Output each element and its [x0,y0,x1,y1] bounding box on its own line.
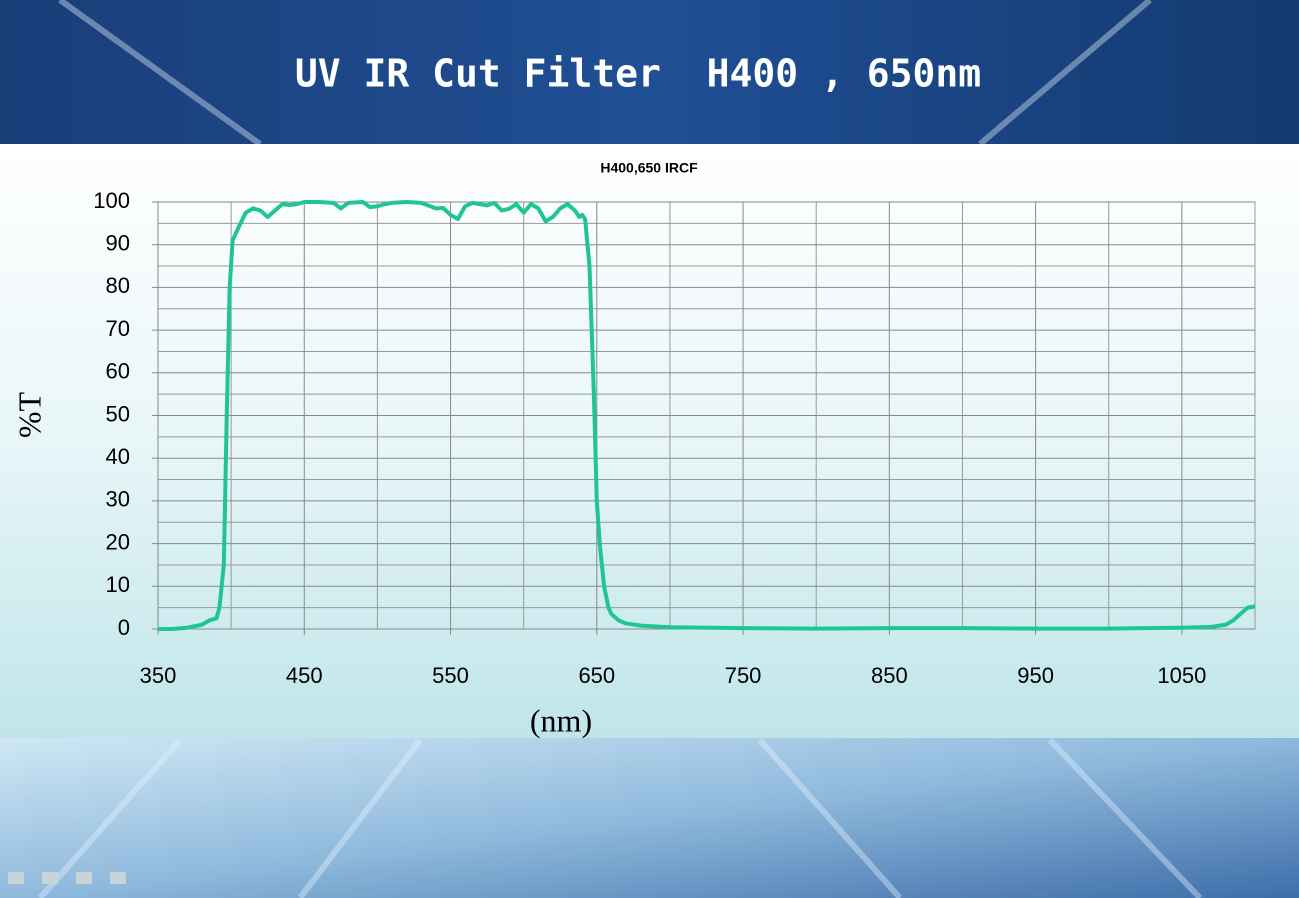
y-tick-label: 0 [118,615,130,640]
y-tick-label: 50 [106,401,130,426]
chart-panel [0,144,1299,738]
x-tick-label: 1050 [1157,663,1206,688]
x-tick-label: 850 [871,663,908,688]
x-tick-label: 650 [578,663,615,688]
data-line [158,200,1256,631]
x-tick-label: 950 [1017,663,1054,688]
x-tick-label: 450 [286,663,323,688]
light-rays [37,0,1203,898]
y-tick-label: 80 [106,273,130,298]
y-tick-label: 90 [106,231,130,256]
y-tick-label: 40 [106,444,130,469]
y-tick-label: 30 [106,487,130,512]
banner [0,0,1299,144]
footer-background [0,738,1299,898]
y-tick-label: 100 [93,188,130,213]
chart-title: H400,650 IRCF [600,160,698,176]
nav-icons [8,872,126,884]
x-tick-label: 350 [140,663,177,688]
slide-title: UV IR Cut Filter H400 , 650nm [295,52,981,96]
x-tick-label: 750 [725,663,762,688]
y-tick-label: 20 [106,529,130,554]
x-tick-label: 550 [432,663,469,688]
y-tick-label: 60 [106,359,130,384]
y-tick-label: 10 [106,572,130,597]
y-tick-label: 70 [106,316,130,341]
y-axis-label: %T [11,391,47,438]
x-axis-label: (nm) [530,702,592,738]
